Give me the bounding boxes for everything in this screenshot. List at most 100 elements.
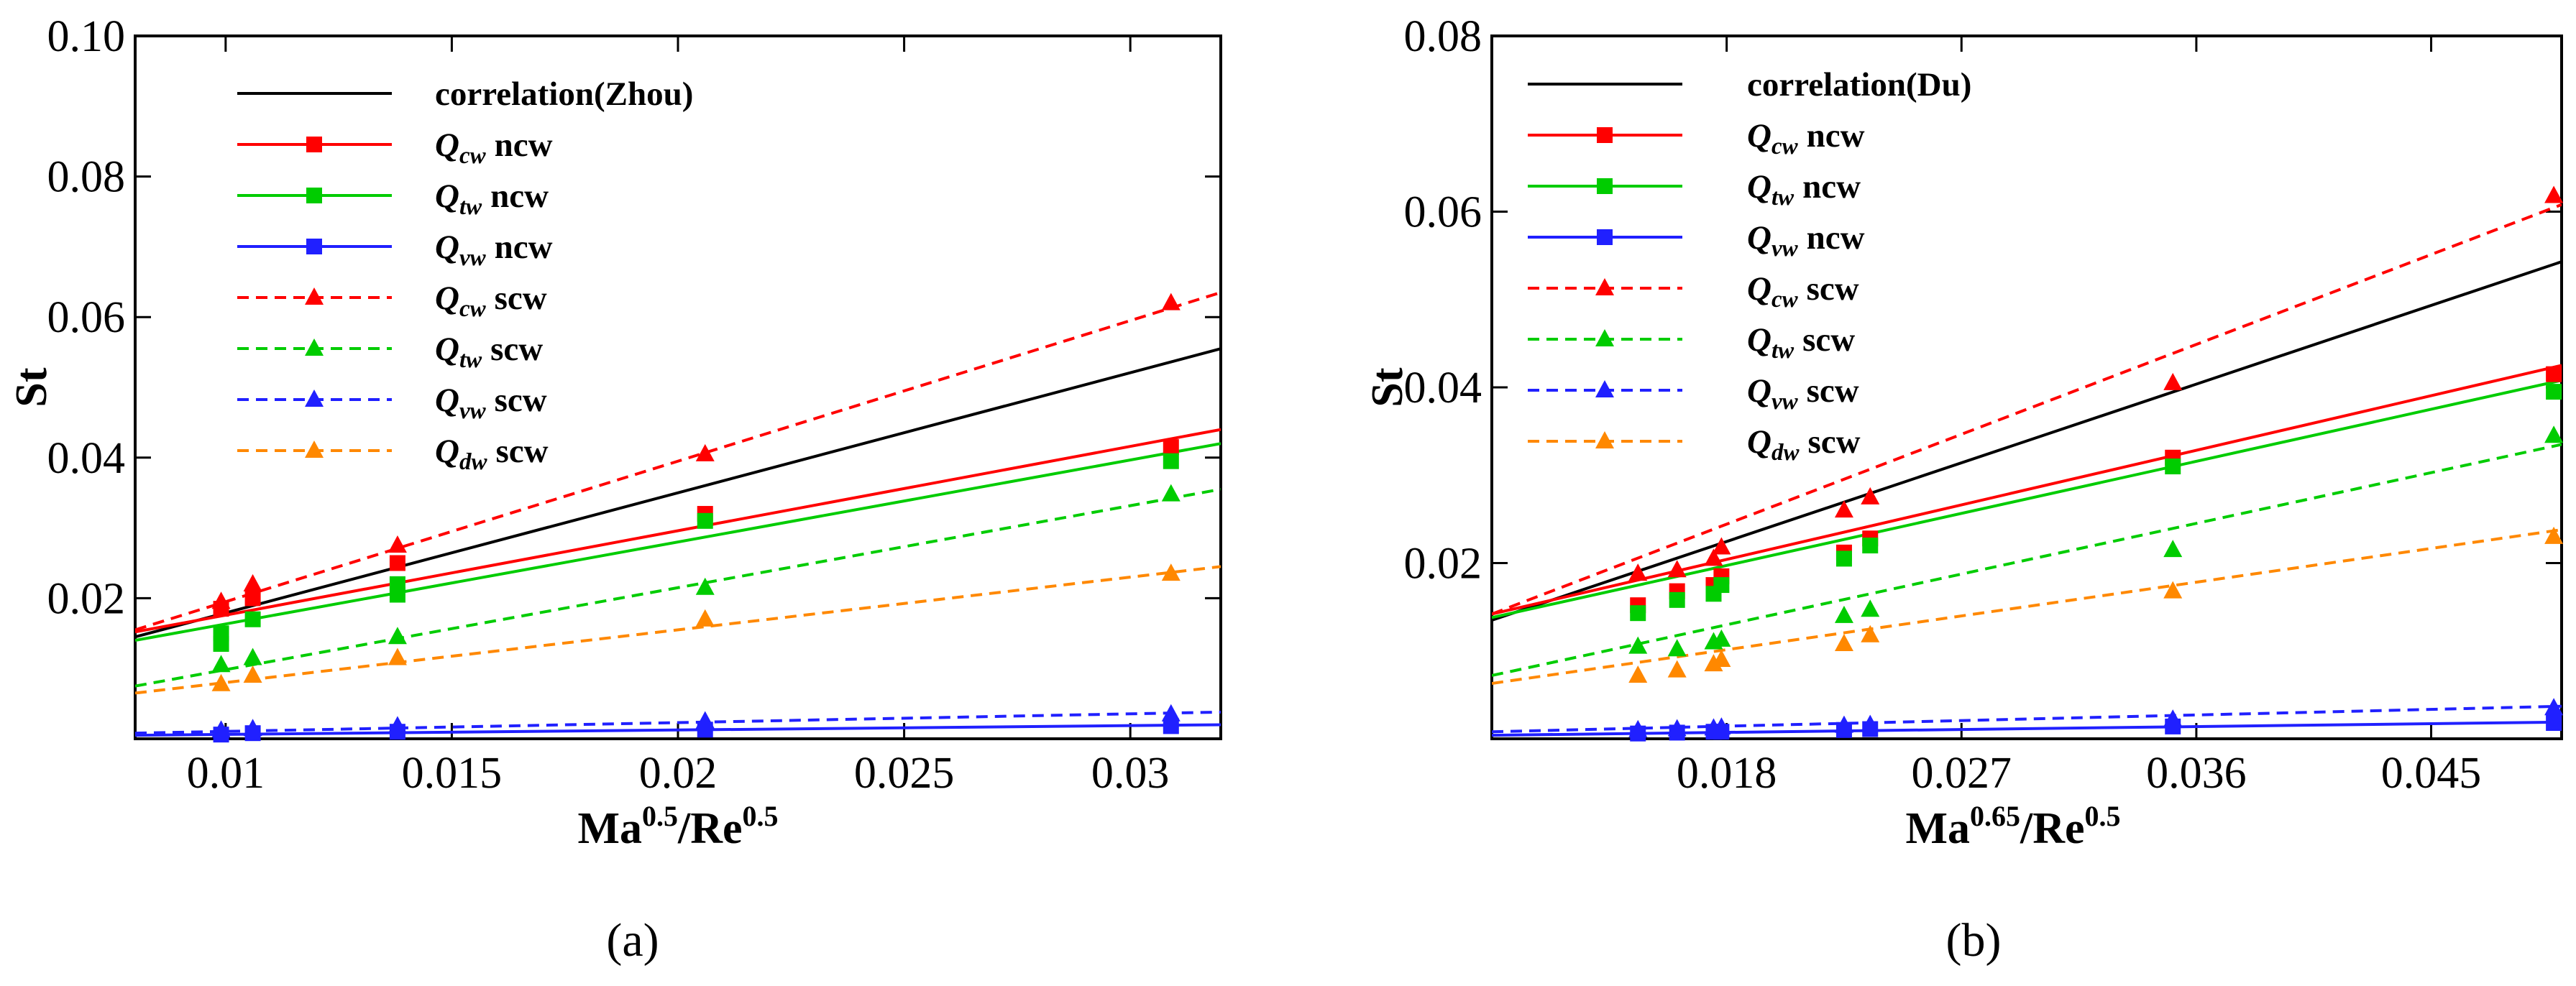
data-point-square xyxy=(1669,591,1685,608)
data-point-square xyxy=(389,555,405,571)
x-tick-label: 0.02 xyxy=(639,749,718,798)
data-point-square xyxy=(1835,550,1852,567)
legend-label: Qtw scw xyxy=(435,331,543,373)
legend-subscript: tw xyxy=(459,194,482,220)
legend-subscript: cw xyxy=(459,296,487,322)
data-point-triangle xyxy=(1704,654,1723,672)
data-point-triangle xyxy=(243,719,262,737)
series-line xyxy=(1492,203,2562,616)
data-point-triangle xyxy=(1704,548,1723,566)
data-point-triangle xyxy=(1667,560,1687,578)
data-point-square xyxy=(2546,366,2562,382)
legend-marker-triangle xyxy=(305,441,324,458)
series-line xyxy=(135,487,1221,688)
data-point-square xyxy=(2546,384,2562,400)
x-tick-label: 0.027 xyxy=(1912,749,2012,798)
legend-tail: ncw xyxy=(1802,168,1861,206)
legend-tail: scw xyxy=(1807,270,1859,308)
legend-subscript: tw xyxy=(459,347,482,373)
legend-subscript: vw xyxy=(459,245,487,271)
x-axis-label-sup: 0.65 xyxy=(1970,800,2020,832)
series-line xyxy=(135,347,1221,639)
series-line xyxy=(1492,443,2562,677)
y-axis-label: St xyxy=(1363,367,1412,407)
data-point-triangle xyxy=(695,577,715,595)
x-axis-label-sup: 0.5 xyxy=(2085,800,2121,832)
legend-marker-square xyxy=(306,137,322,152)
legend-q: Q xyxy=(1747,321,1771,359)
legend-marker-triangle xyxy=(305,338,324,356)
x-tick-label: 0.015 xyxy=(402,749,503,798)
data-point-triangle xyxy=(1861,599,1880,617)
x-tick-label: 0.045 xyxy=(2381,749,2482,798)
legend-tail: scw xyxy=(495,280,547,317)
legend-subscript: vw xyxy=(1771,236,1799,262)
data-point-triangle xyxy=(695,609,715,627)
legend-label: Qtw scw xyxy=(1747,321,1855,364)
data-point-triangle xyxy=(211,720,231,738)
legend-tail: scw xyxy=(1807,423,1860,461)
data-point-triangle xyxy=(2163,540,2183,558)
data-point-square xyxy=(1163,718,1179,734)
x-tick-label: 0.01 xyxy=(187,749,265,798)
legend-label: Qdw scw xyxy=(435,433,549,475)
plot-area xyxy=(135,291,1221,737)
legend-q: Q xyxy=(1747,219,1771,257)
data-point-triangle xyxy=(695,711,715,729)
x-axis-label-sup: 0.5 xyxy=(743,800,779,832)
legend-q: Q xyxy=(1747,372,1771,410)
legend-tail: scw xyxy=(490,331,543,368)
data-point-square xyxy=(1630,605,1646,622)
series-line xyxy=(135,291,1221,632)
legend-label: Qvw scw xyxy=(435,382,547,424)
data-point-triangle xyxy=(1667,639,1687,657)
data-point-triangle xyxy=(1161,484,1181,502)
legend-subscript: tw xyxy=(1771,338,1795,364)
legend-subscript: cw xyxy=(1771,287,1799,313)
data-point-square xyxy=(1713,577,1730,594)
data-point-triangle xyxy=(1712,629,1731,647)
x-axis-label-part: Ma xyxy=(1905,804,1970,853)
legend-q: Q xyxy=(1747,423,1771,461)
legend-subscript: dw xyxy=(1771,440,1800,466)
x-axis-label-part: Ma xyxy=(577,804,642,853)
legend-tail: scw xyxy=(1802,321,1855,359)
legend-marker-square xyxy=(1597,178,1613,194)
legend-q: Q xyxy=(435,126,459,164)
series-line xyxy=(135,442,1221,642)
data-point-triangle xyxy=(2544,526,2564,544)
data-point-triangle xyxy=(1161,292,1181,310)
panel-caption: (b) xyxy=(1946,914,2002,967)
data-point-triangle xyxy=(388,627,407,645)
data-point-triangle xyxy=(695,443,715,461)
data-point-triangle xyxy=(1712,537,1731,555)
legend-label: Qcw scw xyxy=(435,280,547,322)
legend-marker-square xyxy=(306,188,322,203)
data-point-square xyxy=(213,635,229,652)
data-point-triangle xyxy=(1628,665,1648,683)
data-point-triangle xyxy=(1861,714,1880,732)
x-tick-label: 0.025 xyxy=(854,749,955,798)
data-point-square xyxy=(244,611,261,627)
data-point-triangle xyxy=(211,673,231,691)
legend-q: Q xyxy=(435,280,459,317)
data-point-triangle xyxy=(2544,425,2564,443)
panel-caption: (a) xyxy=(606,914,659,967)
legend-tail: ncw xyxy=(495,229,553,266)
legend-q: Q xyxy=(435,433,459,470)
legend-marker-triangle xyxy=(305,390,324,407)
y-tick-label: 0.04 xyxy=(1404,364,1482,413)
legend-q: Q xyxy=(1747,117,1771,155)
data-point-triangle xyxy=(1628,563,1648,581)
series-line xyxy=(135,428,1221,634)
data-point-triangle xyxy=(1628,719,1648,737)
legend-label: Qtw ncw xyxy=(1747,168,1861,211)
data-point-triangle xyxy=(1834,500,1853,518)
legend-q: Q xyxy=(435,331,459,368)
legend-label: Qdw scw xyxy=(1747,423,1861,466)
legend-marker-triangle xyxy=(1595,431,1614,448)
data-point-triangle xyxy=(388,535,407,553)
data-point-triangle xyxy=(1834,633,1853,651)
